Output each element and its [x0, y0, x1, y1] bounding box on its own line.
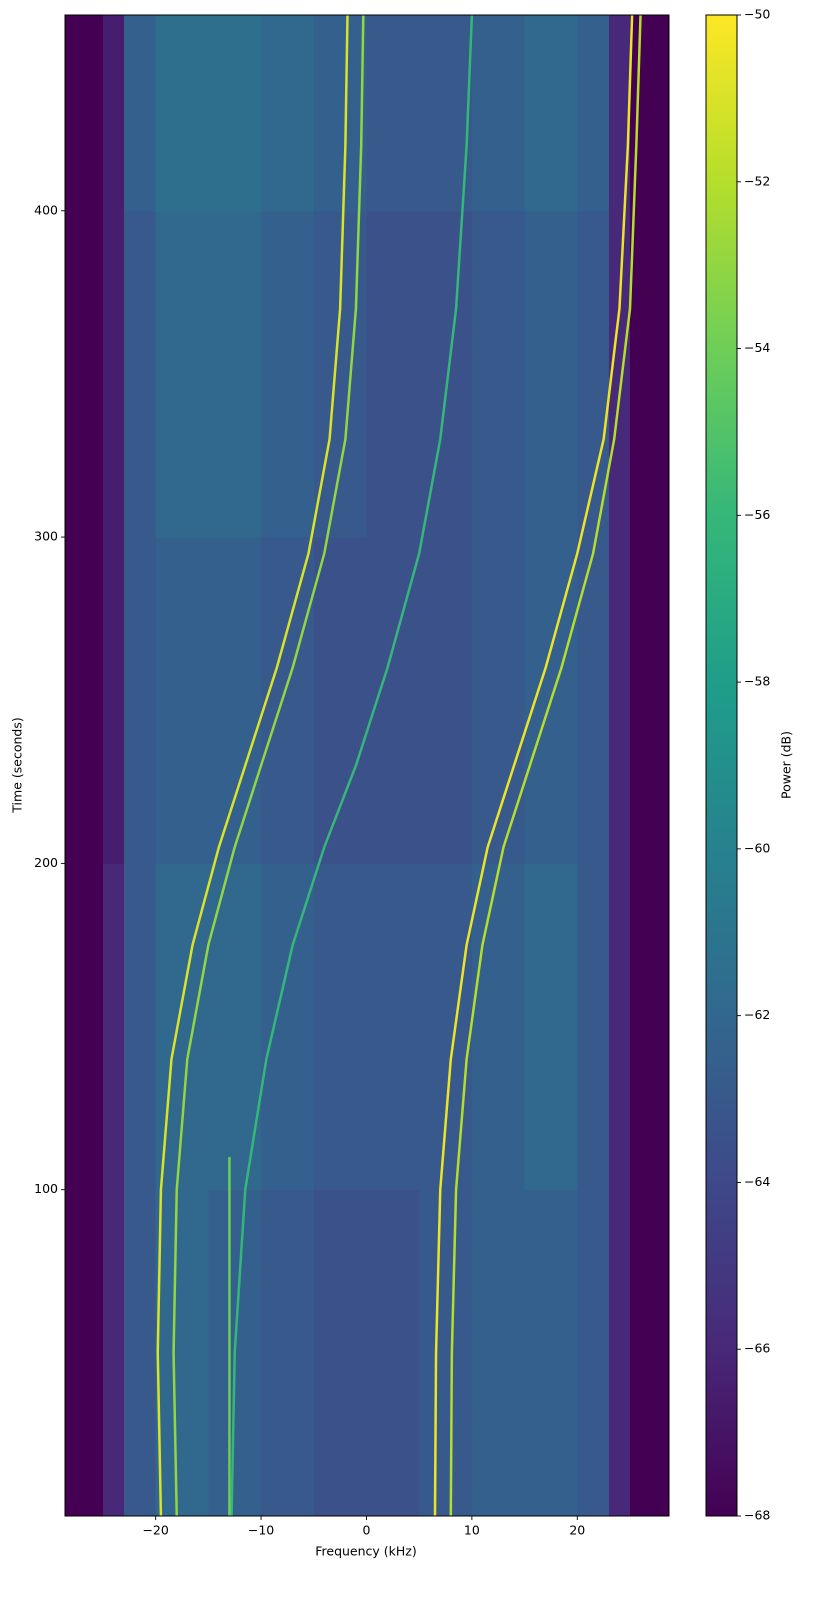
- heatmap-cell: [629, 210, 669, 538]
- colorbar-tick-label: −68: [744, 1508, 770, 1523]
- y-tick-label: 300: [34, 529, 58, 544]
- signal-trace: [433, 15, 634, 1516]
- heatmap-cell: [124, 863, 157, 1191]
- heatmap-cell: [261, 537, 315, 864]
- heatmap-cell: [471, 1189, 526, 1516]
- heatmap-cell: [524, 15, 578, 212]
- heatmap-cell: [313, 537, 367, 864]
- signal-trace: [156, 15, 349, 1516]
- heatmap-cell: [608, 15, 631, 212]
- heatmap-cell: [419, 210, 473, 538]
- heatmap-cell: [124, 537, 157, 864]
- colorbar-tick-label: −58: [744, 674, 770, 689]
- colorbar-tick-label: −54: [744, 340, 770, 355]
- heatmap-cell: [65, 863, 104, 1191]
- heatmap-cell: [577, 537, 610, 864]
- heatmap-cell: [313, 210, 367, 538]
- heatmap-cell: [366, 15, 420, 212]
- heatmap-cell: [155, 210, 209, 538]
- heatmap-cell: [608, 1189, 631, 1516]
- heatmap-cell: [471, 863, 526, 1191]
- heatmap-cell: [208, 863, 262, 1191]
- plot-frame: [64, 14, 670, 1517]
- heatmap-cell: [65, 15, 104, 212]
- heatmap-cell: [524, 210, 578, 538]
- heatmap-cell: [155, 537, 209, 864]
- x-axis-label: Frequency (kHz): [315, 1544, 417, 1559]
- heatmap-cell: [208, 210, 262, 538]
- x-tick-label: 10: [464, 1523, 480, 1538]
- heatmap-cell: [65, 1189, 104, 1516]
- x-tick-label: −10: [248, 1523, 274, 1538]
- heatmap-cell: [524, 863, 578, 1191]
- heatmap-cell: [124, 15, 157, 212]
- heatmap-cell: [577, 863, 610, 1191]
- heatmap-cell: [208, 15, 262, 212]
- heatmap-cell: [261, 210, 315, 538]
- heatmap-cell: [629, 537, 669, 864]
- y-tick-label: 200: [34, 855, 58, 870]
- heatmap-cell: [366, 537, 420, 864]
- heatmap-cell: [629, 863, 669, 1191]
- colorbar-tick-label: −56: [744, 507, 770, 522]
- heatmap-cell: [419, 537, 473, 864]
- heatmap-cell: [419, 863, 473, 1191]
- heatmap-cell: [608, 863, 631, 1191]
- heatmap-cell: [102, 1189, 125, 1516]
- colorbar-tick-label: −66: [744, 1341, 770, 1356]
- y-tick-label: 400: [34, 202, 58, 217]
- colorbar-tick-label: −62: [744, 1007, 770, 1022]
- colorbar: [705, 14, 738, 1517]
- plot-area: [65, 15, 669, 1516]
- colorbar-tick-label: −64: [744, 1174, 770, 1189]
- heatmap-cell: [313, 863, 367, 1191]
- heatmap-cell: [366, 863, 420, 1191]
- heatmap-cell: [577, 15, 610, 212]
- signal-trace: [172, 15, 365, 1516]
- y-tick-label: 100: [34, 1181, 58, 1196]
- heatmap-cell: [366, 210, 420, 538]
- x-tick-label: −20: [142, 1523, 168, 1538]
- heatmap-cell: [577, 1189, 610, 1516]
- y-axis-label: Time (seconds): [10, 717, 25, 813]
- colorbar-tick-label: −52: [744, 173, 770, 188]
- heatmap-cell: [629, 1189, 669, 1516]
- heatmap-cell: [419, 1189, 473, 1516]
- heatmap-cell: [65, 537, 104, 864]
- heatmap-cell: [471, 15, 526, 212]
- heatmap-cell: [155, 1189, 209, 1516]
- colorbar-label: Power (dB): [779, 731, 794, 799]
- heatmap-cell: [65, 210, 104, 538]
- heatmap-cell: [102, 537, 125, 864]
- x-tick-label: 0: [362, 1523, 370, 1538]
- heatmap-cell: [471, 210, 526, 538]
- heatmap-cell: [366, 1189, 420, 1516]
- heatmap-cell: [124, 1189, 157, 1516]
- heatmap-cell: [102, 210, 125, 538]
- heatmap-cell: [608, 537, 631, 864]
- heatmap-cell: [124, 210, 157, 538]
- heatmap-cell: [102, 863, 125, 1191]
- heatmap-cell: [524, 1189, 578, 1516]
- signal-trace: [449, 15, 642, 1516]
- heatmap-cell: [102, 15, 125, 212]
- heatmap-cell: [261, 1189, 315, 1516]
- x-tick-label: 20: [569, 1523, 585, 1538]
- signal-trace: [230, 15, 474, 1516]
- colorbar-tick-label: −50: [744, 7, 770, 22]
- heatmap-cell: [208, 537, 262, 864]
- heatmap-cell: [313, 1189, 367, 1516]
- heatmap-cell: [155, 15, 209, 212]
- heatmap-cell: [608, 210, 631, 538]
- heatmap-cell: [261, 863, 315, 1191]
- heatmap-cell: [313, 15, 367, 212]
- heatmap-cell: [261, 15, 315, 212]
- colorbar-tick-label: −60: [744, 840, 770, 855]
